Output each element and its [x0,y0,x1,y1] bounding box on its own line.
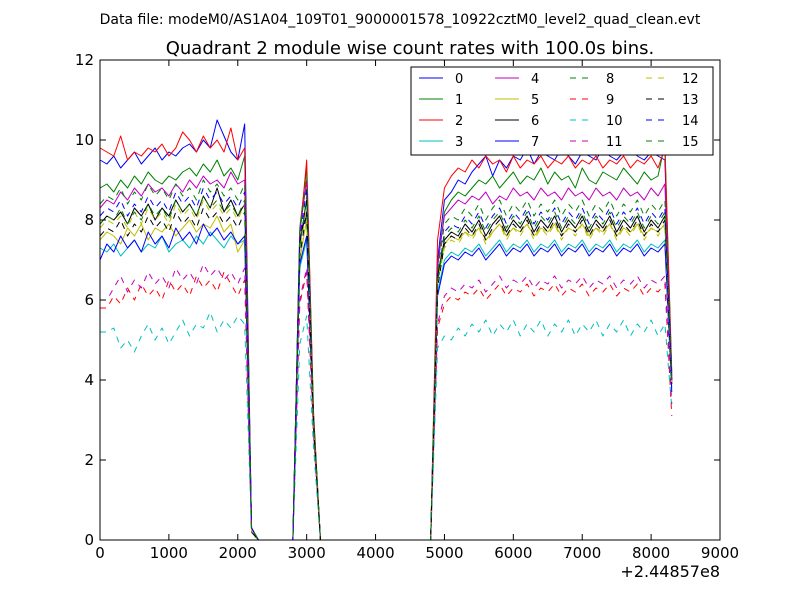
legend-label-4: 4 [531,72,539,87]
legend-label-0: 0 [455,72,463,87]
x-tick-label: 8000 [632,544,670,562]
x-tick-label: 1000 [150,544,188,562]
series-line-2 [99,127,673,541]
series-line-0 [99,119,673,541]
legend-label-8: 8 [606,72,614,87]
legend-label-12: 12 [682,72,699,87]
y-tick-label: 8 [84,211,94,229]
legend-label-14: 14 [682,114,699,129]
legend-label-3: 3 [455,135,463,150]
y-tick-label: 4 [84,371,94,389]
legend-label-7: 7 [531,135,539,150]
legend-label-5: 5 [531,93,539,108]
legend-label-6: 6 [531,114,539,129]
x-tick-label: 4000 [356,544,394,562]
y-tick-label: 6 [84,291,94,309]
y-tick-label: 10 [75,131,94,149]
series-line-9 [100,271,673,541]
legend-label-13: 13 [682,93,699,108]
x-tick-label: 2000 [219,544,257,562]
legend-label-10: 10 [606,114,623,129]
x-tick-label: 9000 [701,544,739,562]
series-layer [99,119,673,541]
x-tick-label: 7000 [563,544,601,562]
series-line-7 [99,223,673,541]
chart-title: Quadrant 2 module wise count rates with … [166,38,655,59]
y-tick-label: 2 [84,451,94,469]
legend-box [410,66,714,156]
series-line-12 [99,199,673,541]
legend-label-11: 11 [606,135,623,150]
series-line-15 [99,195,673,541]
series-line-11 [100,263,673,541]
series-line-3 [99,231,673,541]
series-line-4 [99,171,673,541]
series-line-10 [100,311,673,541]
legend-label-9: 9 [606,93,614,108]
y-tick-label: 0 [84,531,94,549]
x-tick-label: 0 [95,544,105,562]
axes-layer: 0 1000 2000 3000 4000 5000 6000 7000 8000 9000 0 2 4… [75,51,739,562]
x-tick-label: 6000 [494,544,532,562]
x-axis-offset-label: +2.44857e8 [620,562,720,581]
legend-label-2: 2 [455,114,463,129]
series-line-13 [99,207,673,541]
y-tick-label: 12 [75,51,94,69]
legend-label-1: 1 [455,93,463,108]
legend-label-15: 15 [682,135,699,150]
x-tick-label: 3000 [288,544,326,562]
x-tick-label: 5000 [425,544,463,562]
series-line-1 [99,143,673,541]
figure-suptitle: Data file: modeM0/AS1A04_109T01_90000015… [100,12,701,28]
